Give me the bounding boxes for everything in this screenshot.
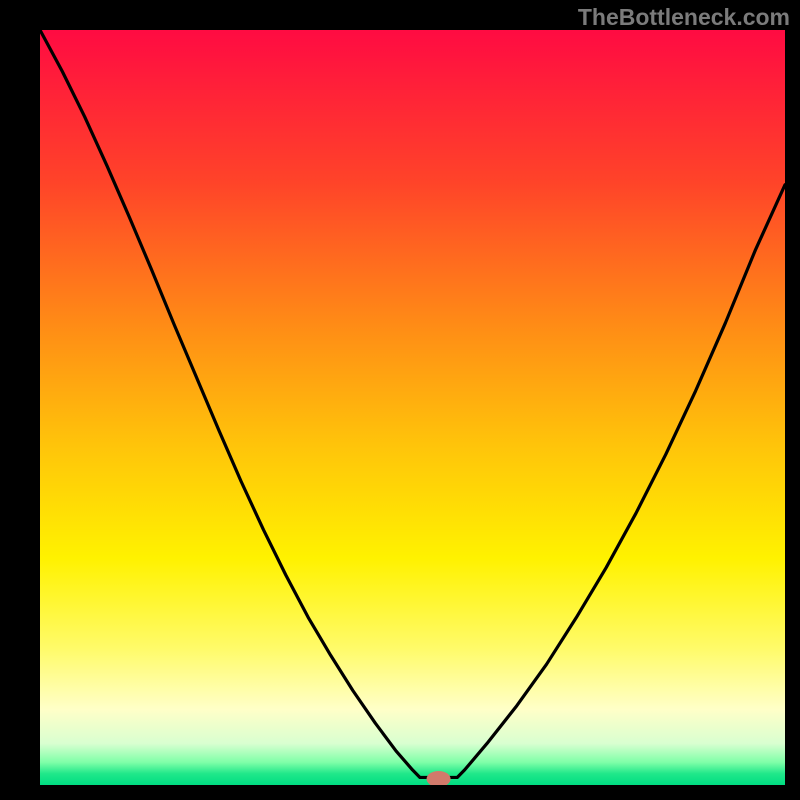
chart-container: TheBottleneck.com: [0, 0, 800, 800]
curve-path: [40, 30, 785, 777]
bottleneck-curve: [40, 30, 785, 785]
minimum-marker: [427, 771, 451, 785]
watermark-text: TheBottleneck.com: [578, 4, 790, 31]
plot-area: [40, 30, 785, 785]
